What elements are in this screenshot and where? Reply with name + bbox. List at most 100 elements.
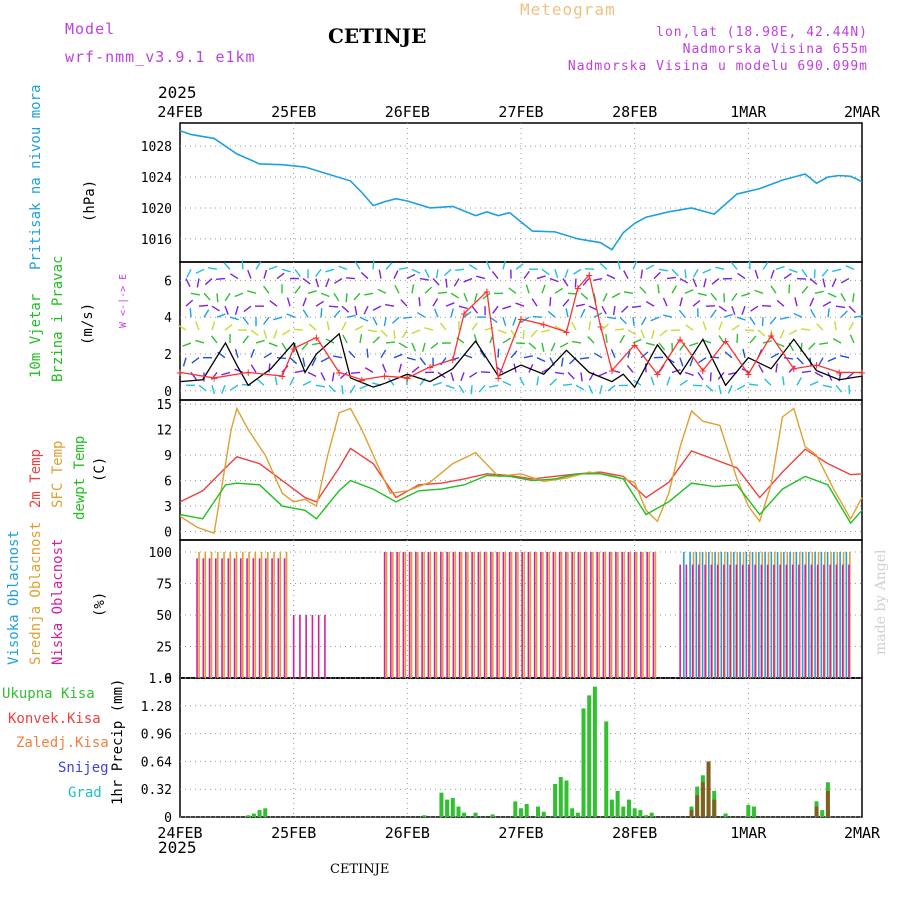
wind-arrow [302, 278, 311, 285]
wind-arrow [822, 278, 826, 288]
wind-arrow [849, 334, 855, 344]
wind-arrow [818, 357, 824, 366]
wind-arrow [211, 385, 216, 395]
wind-arrow [411, 366, 420, 373]
wind-arrow [572, 340, 582, 344]
wind-arrow [684, 269, 687, 279]
wind-arrow [782, 376, 785, 386]
precip-total-bar [246, 815, 251, 817]
wind-arrow [364, 367, 374, 374]
wind-arrow [814, 290, 824, 294]
precip-total-bar [536, 806, 541, 817]
wind-arrow [794, 297, 798, 307]
elevation-label: Nadmorska Visina 655m [682, 42, 868, 57]
wind-arrow [276, 356, 287, 360]
precip-total-bar [587, 695, 592, 817]
y-tick-label: 0 [164, 811, 172, 826]
x-tick-label-top: 26FEB [385, 103, 430, 121]
wind-arrow [666, 376, 671, 386]
wind-arrow [758, 364, 764, 373]
wind-arrow [234, 292, 244, 298]
precip-total-bar [609, 799, 614, 817]
x-tick-label-bottom: 2MAR [844, 824, 881, 842]
wind-arrow [333, 277, 343, 284]
wind-arrow [243, 305, 252, 313]
wind-arrow [460, 372, 465, 382]
wind-arrow [255, 339, 265, 344]
wind-arrow [547, 310, 556, 318]
wind-arrow [281, 342, 288, 351]
wind-arrow [307, 371, 317, 377]
gust-marker: + [540, 318, 547, 332]
wind-arrow [562, 278, 569, 287]
wind-arrow [502, 316, 507, 327]
wind-arrow [433, 308, 439, 318]
wind-arrow [610, 349, 616, 358]
wind-arrow [621, 305, 629, 313]
wind-arrow [657, 284, 660, 294]
wind-arrow [341, 385, 344, 395]
wind-arrow [827, 357, 837, 362]
wind-arrow [697, 372, 704, 381]
wind-arrow [186, 269, 192, 278]
y-tick-label: 1024 [141, 171, 172, 186]
wind-arrow [775, 265, 785, 271]
wind-arrow [345, 277, 356, 280]
wind-arrow [473, 293, 478, 303]
wind-arrow [512, 316, 517, 326]
wind-arrow [715, 266, 725, 271]
wind-arrow [580, 372, 583, 382]
wind-arrow [599, 262, 608, 270]
gust-marker: + [597, 319, 604, 333]
wind-arrow [541, 268, 550, 276]
wind-arrow [659, 329, 668, 337]
wind-arrow [550, 342, 556, 352]
wind-arrow [471, 322, 478, 331]
wind-arrow [190, 292, 200, 296]
wind-arrow [508, 287, 517, 294]
precip-conv-bar [706, 761, 711, 817]
wind-arrow [731, 292, 738, 302]
wind-arrow [718, 321, 723, 331]
wind-arrow [749, 316, 756, 326]
wind-arrow [398, 266, 408, 271]
wind-arrow [241, 260, 244, 270]
wind-arrow [502, 305, 512, 310]
wind-arrow [234, 305, 239, 316]
model-name: wrf-nmm_v3.9.1 e1km [65, 48, 256, 66]
precip-total-bar [490, 814, 495, 817]
wind-arrow [250, 329, 259, 337]
wind-arrow [831, 278, 837, 288]
wind-arrow [198, 384, 207, 392]
pressure-unit: (hPa) [82, 179, 98, 222]
wind-arrow [367, 329, 377, 333]
gust-marker: + [245, 365, 252, 379]
wind-arrow [554, 269, 559, 279]
wind-arrow [354, 261, 361, 270]
wind-arrow [853, 315, 864, 318]
wind-arrow [808, 342, 816, 350]
gust-marker: + [574, 281, 581, 295]
wind-arrow [800, 328, 811, 331]
wind-arrow [840, 354, 850, 359]
wind-arrow [478, 384, 486, 393]
wind-arrow [741, 305, 746, 315]
wind-arrow [834, 321, 837, 331]
wind-arrow [380, 349, 387, 359]
wind-arrow [640, 316, 647, 326]
wind-arrow [731, 305, 736, 315]
gust-marker: + [404, 371, 411, 385]
sfc-label: SFC Temp [50, 440, 66, 508]
wind-arrow [848, 305, 856, 314]
x-tick-label-top: 1MAR [730, 103, 767, 121]
wind-arrow [522, 330, 525, 340]
precip-total-bar [422, 815, 427, 817]
x-tick-label-bottom: 28FEB [612, 824, 657, 842]
wind-arrow [378, 269, 382, 279]
gust-marker: + [699, 364, 706, 378]
wind-arrow [286, 313, 296, 318]
wind-arrow [406, 357, 416, 361]
wind-arrow [328, 384, 336, 393]
wind-arrow [702, 268, 712, 274]
wind-arrow [255, 261, 262, 270]
